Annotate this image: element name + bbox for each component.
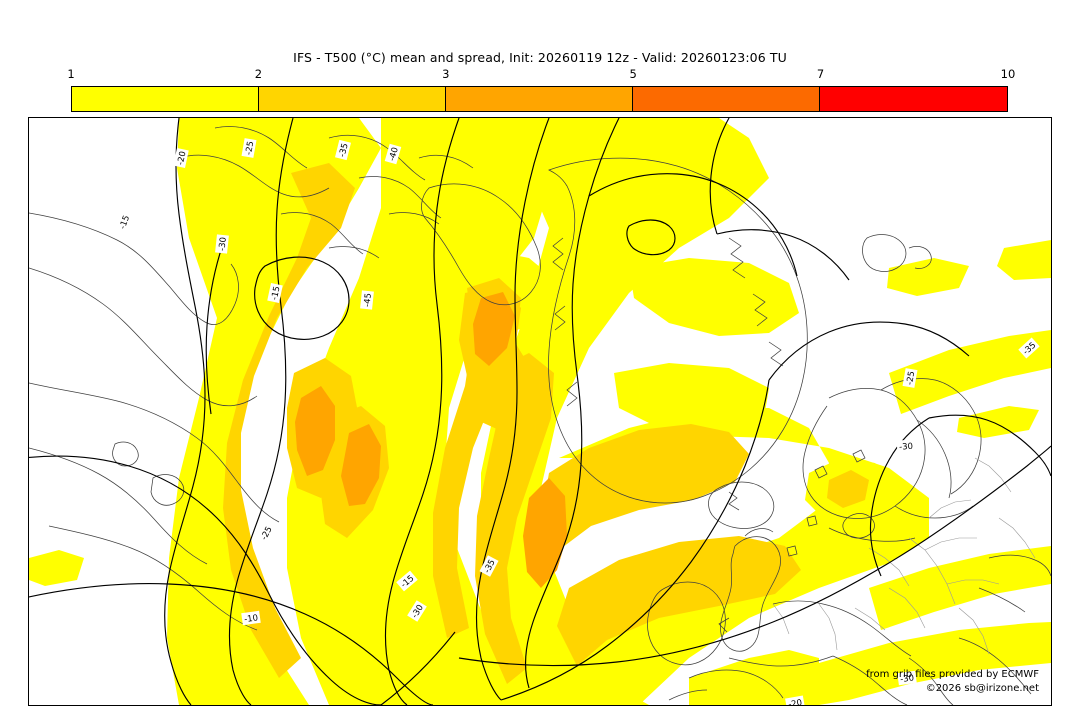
spread-colorbar	[71, 86, 1008, 112]
contour-labels: -20 -25 -30 -35	[115, 138, 1040, 705]
spread-band-3-5	[295, 292, 567, 588]
colorbar-tick-3: 3	[442, 67, 450, 81]
colorbar-segment-2	[259, 87, 446, 111]
colorbar-segment-4	[633, 87, 820, 111]
spread-band-2-3	[223, 163, 869, 684]
svg-text:-30: -30	[900, 673, 915, 685]
svg-text:-15: -15	[270, 285, 283, 301]
political-borders	[772, 457, 1036, 655]
svg-text:-10: -10	[244, 613, 259, 625]
temperature-contours	[29, 118, 1051, 705]
svg-text:-30: -30	[899, 442, 914, 453]
colorbar-segment-3	[446, 87, 633, 111]
colorbar-tick-5: 5	[629, 67, 637, 81]
svg-text:-15: -15	[118, 214, 132, 230]
svg-text:-25: -25	[244, 141, 256, 156]
colorbar-tick-2: 2	[254, 67, 263, 81]
colorbar-container: 1 2 3 5 7 10	[67, 67, 1015, 112]
svg-text:-40: -40	[387, 146, 400, 162]
colorbar-tick-7: 7	[816, 67, 825, 81]
colorbar-segment-1	[72, 87, 259, 111]
map-panel[interactable]: -20 -25 -30 -35	[28, 117, 1052, 706]
svg-text:-30: -30	[217, 237, 228, 252]
page-title: IFS - T500 (°C) mean and spread, Init: 2…	[293, 50, 787, 65]
svg-text:-45: -45	[362, 293, 373, 308]
svg-text:-25: -25	[905, 371, 917, 386]
colorbar-tick-1: 1	[67, 67, 75, 81]
coastlines	[29, 126, 1051, 705]
map-canvas: -20 -25 -30 -35	[29, 118, 1051, 705]
svg-text:-20: -20	[176, 150, 189, 166]
colorbar-tick-10: 10	[1000, 67, 1016, 81]
svg-text:-20: -20	[788, 698, 803, 705]
colorbar-segment-5	[820, 87, 1007, 111]
svg-text:-35: -35	[338, 142, 351, 158]
colorbar-tick-labels: 1 2 3 5 7 10	[67, 67, 1015, 83]
